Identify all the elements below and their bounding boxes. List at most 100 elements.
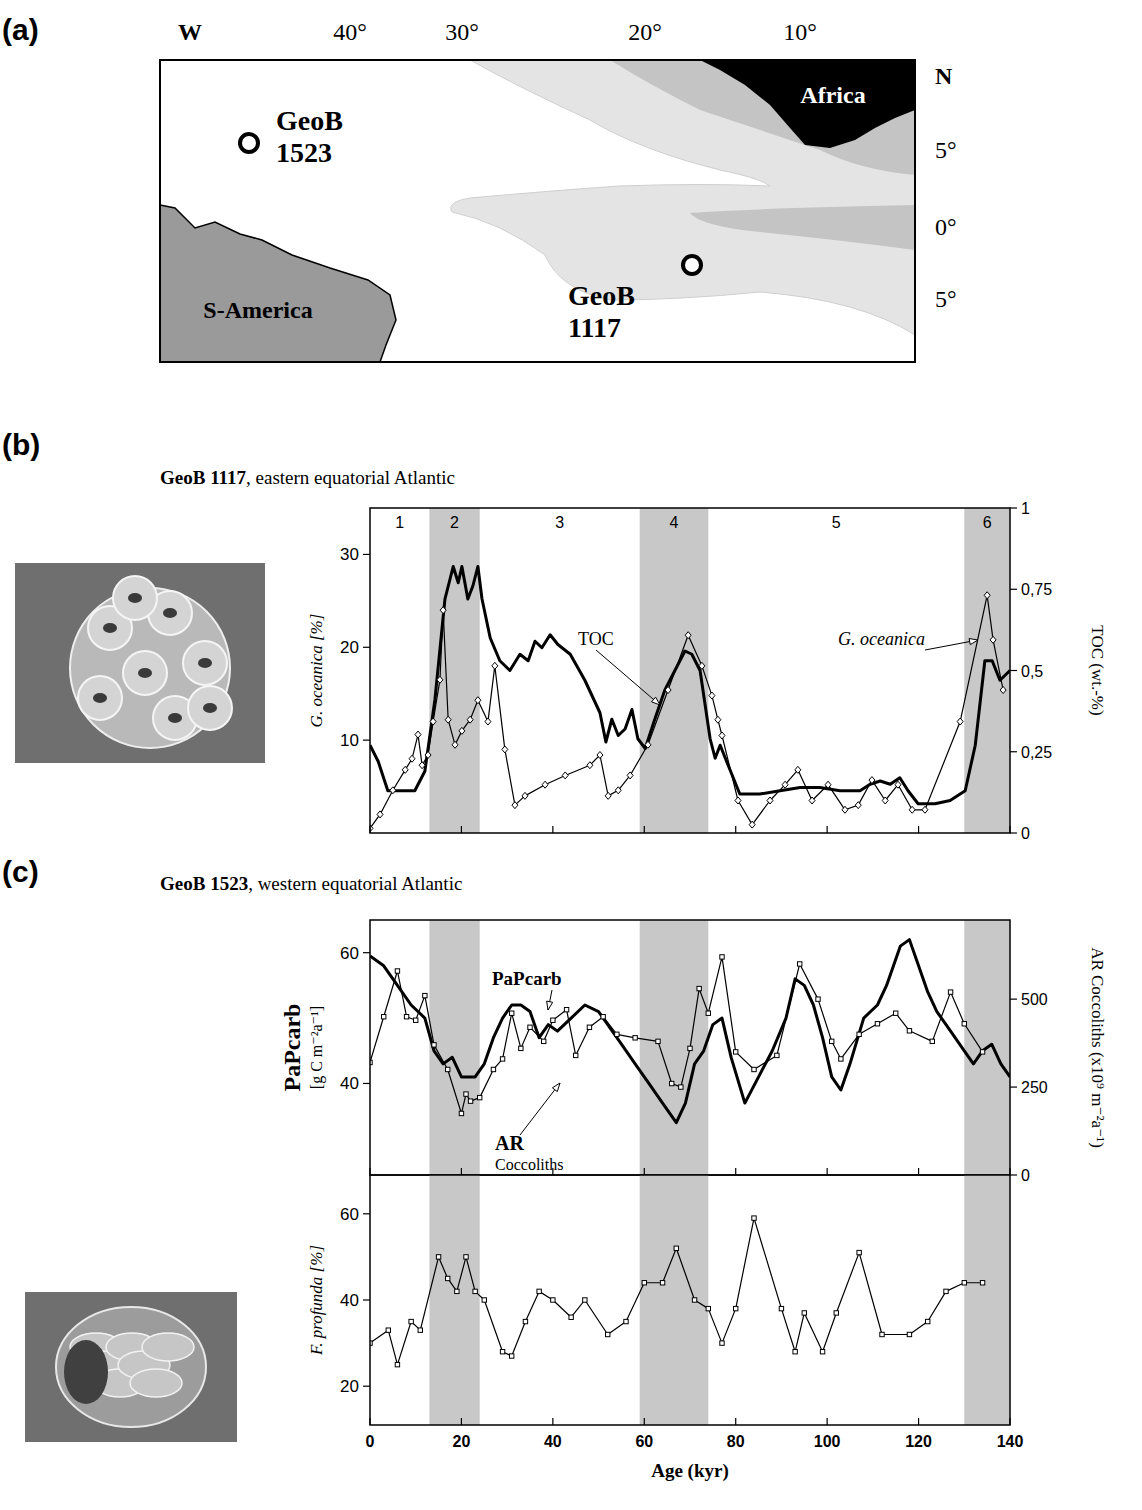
plume-light	[451, 60, 915, 335]
series-marker	[820, 1350, 824, 1354]
x-tick-label: 20	[453, 1433, 471, 1450]
series-marker	[926, 1319, 930, 1323]
x-tick	[918, 1418, 919, 1425]
sem-hole	[198, 658, 212, 668]
series-marker	[551, 1298, 555, 1302]
series-marker	[660, 1281, 664, 1285]
series-marker	[473, 1289, 477, 1293]
series-marker	[720, 955, 724, 959]
series-marker	[522, 792, 528, 799]
shaded-interval	[640, 920, 709, 1175]
series-marker	[869, 777, 875, 784]
series-marker	[834, 1311, 838, 1315]
site-label: GeoB1523	[276, 105, 343, 168]
panel-letter: (a)	[2, 13, 39, 46]
series-marker	[685, 632, 691, 639]
y-tick-label: 20	[340, 1377, 359, 1396]
plot-frame	[370, 1175, 1010, 1425]
series-marker	[624, 1319, 628, 1323]
series-marker	[809, 797, 815, 804]
series-marker	[409, 755, 415, 762]
x-tick-label: 60	[635, 1433, 653, 1450]
series-marker	[414, 1018, 418, 1022]
series-marker	[492, 662, 498, 669]
x-tick	[827, 826, 828, 833]
series-marker	[430, 718, 436, 725]
series-marker	[446, 1276, 450, 1280]
series-marker	[502, 746, 508, 753]
series-marker	[674, 1246, 678, 1250]
sem-plate	[123, 651, 167, 695]
site-label-line: 1523	[276, 137, 332, 168]
series-marker	[656, 1039, 660, 1043]
y2-tick	[1010, 751, 1017, 752]
series-marker	[467, 716, 473, 723]
x-tick	[644, 1168, 645, 1175]
shaded-interval	[429, 920, 479, 1175]
sem-plate	[142, 1333, 194, 1361]
series-marker	[930, 1039, 934, 1043]
region-label: S-America	[203, 297, 312, 323]
figure: (a)W40°30°20°10°N5°0°5°AfricaS-AmericaGe…	[0, 0, 1142, 1510]
series-marker	[882, 797, 888, 804]
x-tick	[918, 826, 919, 833]
x-tick	[369, 1418, 370, 1425]
stage-label: 5	[832, 514, 841, 531]
series-marker	[468, 1099, 472, 1103]
series-marker	[605, 792, 611, 799]
plot-area	[370, 1175, 1010, 1425]
lat-label: 5°	[935, 137, 957, 163]
series-label-line: Coccoliths	[495, 1156, 563, 1173]
series-marker	[706, 1011, 710, 1015]
series-marker	[583, 1298, 587, 1302]
series-marker	[984, 592, 990, 599]
series-marker	[491, 1067, 495, 1071]
x-tick	[644, 826, 645, 833]
series-marker	[894, 1011, 898, 1015]
title-bold: GeoB 1523	[160, 873, 248, 894]
plot-area	[370, 508, 1010, 833]
x-tick-label: 40	[544, 1433, 562, 1450]
series-marker	[895, 781, 901, 788]
series-marker	[825, 781, 831, 788]
x-tick-label: 140	[997, 1433, 1024, 1450]
series-marker	[980, 1050, 984, 1054]
site-marker	[240, 134, 258, 152]
series-line	[370, 1218, 983, 1365]
x-tick-label: 120	[905, 1433, 932, 1450]
series-marker	[597, 752, 603, 759]
series-marker	[395, 969, 399, 973]
y-tick-label: 30	[340, 545, 359, 564]
site-label-line: 1117	[568, 312, 621, 343]
series-marker	[423, 993, 427, 997]
series-marker	[459, 727, 465, 734]
x-axis-title: Age (kyr)	[651, 1460, 729, 1482]
x-tick	[735, 826, 736, 833]
lon-label: W	[178, 19, 202, 45]
y2-tick-label: 500	[1021, 991, 1048, 1008]
series-marker	[615, 1032, 619, 1036]
series-marker	[735, 797, 741, 804]
site-label: GeoB1117	[568, 280, 635, 343]
x-tick-label: 100	[814, 1433, 841, 1450]
y2-tick	[1010, 589, 1017, 590]
y-axis-title: PaPcarb[g C m⁻²a⁻¹]	[279, 1004, 326, 1092]
series-marker	[839, 1057, 843, 1061]
series-marker	[587, 1025, 591, 1029]
y-tick-label: 20	[340, 638, 359, 657]
chart-title: GeoB 1523, western equatorial Atlantic	[160, 873, 462, 894]
series-marker	[537, 1289, 541, 1293]
series-marker	[437, 676, 443, 683]
x-tick	[461, 1168, 462, 1175]
y-tick-label: 60	[340, 944, 359, 963]
label-arrow-head	[969, 639, 978, 645]
shaded-interval	[429, 1175, 479, 1425]
series-marker	[395, 1362, 399, 1366]
series-marker	[601, 1015, 605, 1019]
series-marker	[948, 990, 952, 994]
shaded-interval	[964, 1175, 1010, 1425]
x-tick	[461, 1418, 462, 1425]
series-marker	[587, 762, 593, 769]
series-marker	[402, 766, 408, 773]
x-tick	[827, 1418, 828, 1425]
